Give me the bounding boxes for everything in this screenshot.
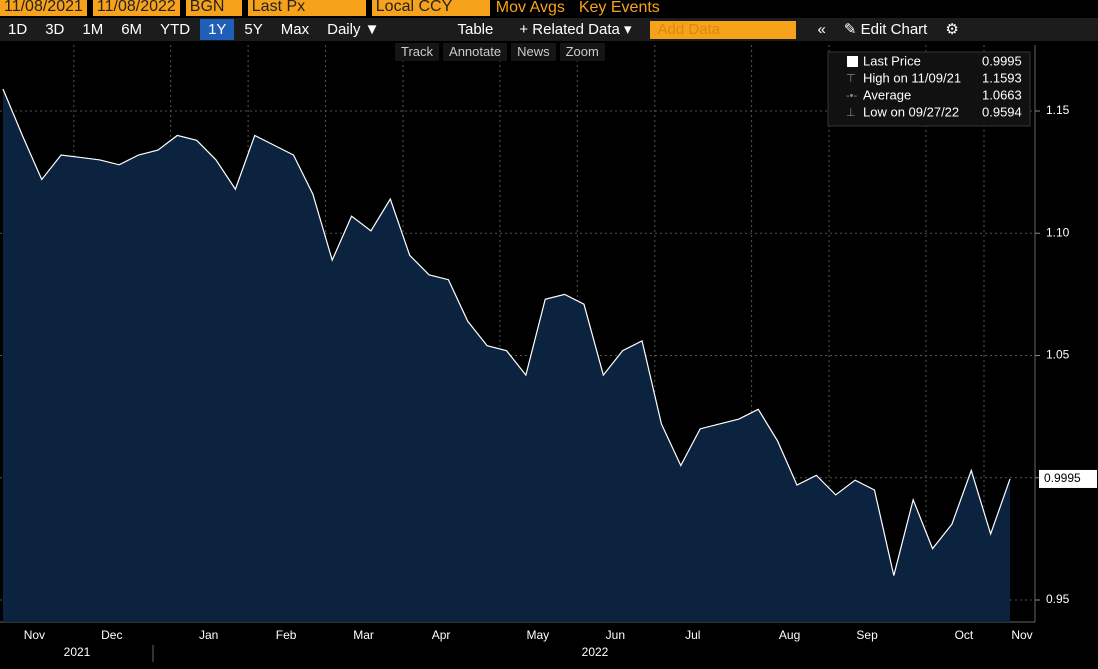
chart-tool[interactable]: Zoom bbox=[559, 43, 605, 61]
legend-name: Last Price bbox=[863, 53, 921, 68]
x-tick-label: Nov bbox=[1011, 628, 1032, 642]
stat-label: Low on 09/27/22 bbox=[863, 104, 959, 119]
add-data[interactable]: Add Data bbox=[649, 20, 796, 39]
source[interactable]: BGN bbox=[185, 0, 242, 16]
x-tick-label: Aug bbox=[779, 628, 800, 642]
field[interactable]: Last Px bbox=[247, 0, 366, 16]
period-button[interactable]: 3D bbox=[45, 21, 65, 38]
y-tick-label: 1.05 bbox=[1046, 348, 1070, 362]
edit-chart[interactable]: ✎ Edit Chart bbox=[843, 21, 928, 38]
stat-label: High on 11/09/21 bbox=[863, 70, 961, 85]
period-button[interactable]: YTD bbox=[160, 21, 191, 38]
stat-value: 1.0663 bbox=[982, 87, 1022, 102]
toolbar-tools: Track Annotate News Zoom bbox=[395, 42, 609, 62]
legend-box bbox=[827, 51, 1031, 127]
x-tick-label: Dec bbox=[101, 628, 122, 642]
legend-swatch bbox=[847, 56, 858, 67]
x-tick-label: May bbox=[527, 628, 550, 642]
key-events[interactable]: Key Events bbox=[578, 0, 660, 16]
x-tick-label: Feb bbox=[276, 628, 297, 642]
stat-icon: ⊤ bbox=[846, 73, 856, 85]
x-tick-label: Apr bbox=[432, 628, 451, 642]
period-button[interactable]: 5Y bbox=[244, 21, 263, 38]
currency[interactable]: Local CCY bbox=[371, 0, 490, 16]
year-label: 2021 bbox=[64, 645, 91, 659]
x-tick-label: Nov bbox=[24, 628, 45, 642]
period-button[interactable]: 1D bbox=[8, 21, 28, 38]
chart-tool[interactable]: News bbox=[511, 43, 556, 61]
start-date[interactable]: 11/08/2021 bbox=[0, 0, 87, 16]
chart-tool[interactable]: Annotate bbox=[443, 43, 508, 61]
y-tick-label: 1.15 bbox=[1046, 103, 1070, 117]
period-button[interactable]: 1Y bbox=[200, 19, 235, 40]
last-price-tag-label: 0.9995 bbox=[1044, 471, 1081, 485]
y-tick-label: 1.10 bbox=[1046, 225, 1070, 239]
period-button[interactable]: 1M bbox=[82, 21, 104, 38]
year-label: 2022 bbox=[582, 645, 609, 659]
edit-chart-label: Edit Chart bbox=[860, 21, 928, 38]
related-data[interactable]: + Related Data ▾ bbox=[519, 21, 632, 38]
period-button[interactable]: 6M bbox=[121, 21, 143, 38]
stat-label: Average bbox=[863, 87, 911, 102]
last-price-tag bbox=[1039, 469, 1097, 488]
toolbar-top: 11/08/2021 11/08/2022 BGN Last Px Local … bbox=[0, 0, 674, 16]
x-tick-label: Mar bbox=[353, 628, 374, 642]
x-tick-label: Sep bbox=[856, 628, 878, 642]
collapse[interactable]: « bbox=[817, 21, 826, 38]
y-tick-label: 0.95 bbox=[1046, 592, 1070, 606]
stat-value: 1.1593 bbox=[982, 70, 1022, 85]
frequency[interactable]: Daily ▼ bbox=[327, 21, 380, 38]
end-date[interactable]: 11/08/2022 bbox=[92, 0, 180, 16]
x-tick-label: Jul bbox=[685, 628, 700, 642]
stat-value: 0.9594 bbox=[982, 104, 1022, 119]
area bbox=[3, 89, 1010, 622]
stat-icon: ⊥ bbox=[846, 107, 856, 119]
period-button[interactable]: Max bbox=[280, 21, 310, 38]
x-tick-label: Oct bbox=[955, 628, 974, 642]
x-tick-label: Jun bbox=[606, 628, 625, 642]
chart-tool[interactable]: Track bbox=[395, 43, 440, 61]
table-button[interactable]: Table bbox=[457, 21, 494, 38]
settings[interactable]: ⚙ bbox=[945, 21, 959, 38]
stat-icon: -•- bbox=[846, 90, 858, 102]
mov-avgs[interactable]: Mov Avgs bbox=[495, 0, 565, 16]
legend-value: 0.9995 bbox=[982, 53, 1022, 68]
x-tick-label: Jan bbox=[199, 628, 218, 642]
line bbox=[2, 88, 1011, 576]
toolbar-main: 1D 3D 1M 6M YTD 1Y 5Y Max Daily ▼ Table + Relat… bbox=[0, 18, 1098, 41]
